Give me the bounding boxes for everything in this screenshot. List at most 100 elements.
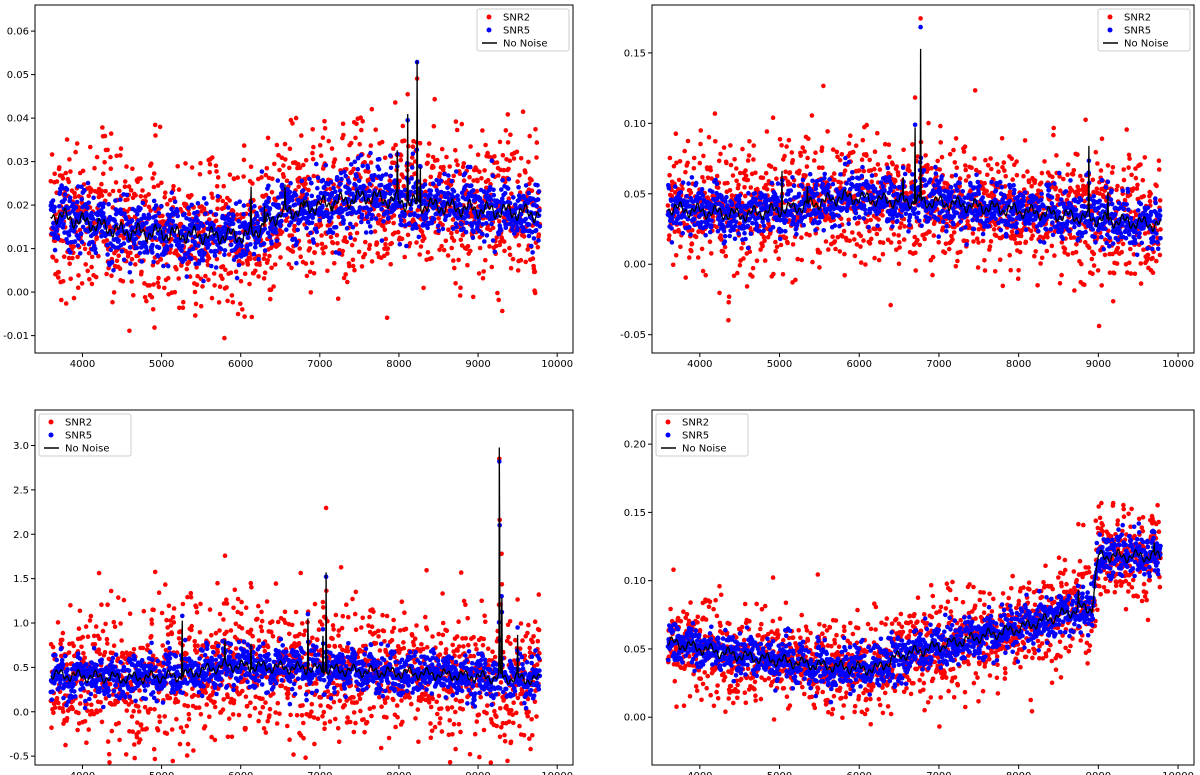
snr5-point [523,216,528,222]
snr2-point [913,268,918,273]
snr2-point [1022,138,1028,143]
snr2-point [146,204,152,210]
snr5-point [245,248,250,253]
snr2-point [322,126,328,131]
snr2-point [167,250,173,255]
snr5-point [369,216,374,221]
snr2-point [410,144,416,149]
snr2-point [703,272,708,278]
snr2-point [307,246,313,251]
snr2-point [1090,271,1095,277]
snr2-point [269,190,275,195]
snr5-point [169,206,174,212]
snr2-point [108,131,114,136]
snr5-point [415,213,421,219]
snr2-point [1028,228,1034,234]
snr5-point [425,225,430,231]
snr2-point [384,315,390,321]
snr5-point [337,188,343,193]
snr2-point [269,265,274,271]
snr5-point [409,165,415,170]
snr2-point [431,124,437,129]
snr2-point [1030,233,1035,238]
snr2-point [431,165,436,170]
snr2-point [104,238,110,243]
snr5-point [409,176,414,181]
snr2-point [340,121,346,127]
snr5-point [334,175,340,180]
snr5-point [253,245,258,250]
snr2-point [307,239,312,244]
snr2-point [780,272,786,277]
snr2-point [459,121,465,127]
snr5-point [209,263,214,269]
snr5-point [669,240,675,245]
snr2-point [1095,268,1101,273]
snr5-point [746,190,751,196]
snr2-point [529,188,535,193]
snr2-point [325,268,330,274]
snr5-point [438,178,444,183]
snr5-point [197,252,203,257]
snr2-point [133,262,138,267]
snr2-point [278,255,283,260]
snr2-point [716,158,722,164]
snr2-point [723,253,729,259]
snr2-point [155,260,160,265]
snr2-point [873,226,878,232]
snr5-point [315,175,321,181]
snr2-point [1014,172,1020,178]
snr5-point [93,250,99,256]
snr5-point [446,173,451,178]
snr5-point [132,241,137,247]
snr5-point [267,234,273,239]
snr2-point [229,293,235,298]
snr2-point [321,250,326,256]
snr5-point [765,217,771,223]
legend-no-noise-label: No Noise [503,39,548,50]
snr2-point [100,125,105,130]
snr2-point [877,167,883,172]
snr2-point [890,161,895,167]
snr5-point [347,180,352,185]
snr5-point [462,171,468,176]
snr2-point [851,149,856,155]
snr5-point [309,220,315,226]
snr2-point [691,166,697,171]
snr2-point [527,133,532,139]
snr5-point [430,181,436,186]
snr2-point [891,232,897,237]
snr2-point [451,173,457,179]
snr2-point [730,173,736,178]
snr2-point [1014,241,1019,246]
snr5-point [215,194,221,199]
snr2-point [1156,167,1162,172]
snr2-point [138,176,143,181]
snr2-point [864,122,869,128]
snr5-point [118,207,123,212]
snr5-point [245,235,251,240]
snr2-point [1010,177,1015,182]
snr2-point [1114,261,1120,266]
snr2-point [156,284,162,290]
snr5-point [325,191,330,197]
snr5-point [440,226,446,232]
snr2-point [276,152,281,158]
snr2-point [700,268,706,274]
snr2-point [1026,179,1032,185]
snr2-point [888,240,894,245]
snr2-point [1039,170,1045,176]
snr2-point [292,223,297,229]
snr5-point [368,207,374,212]
snr2-point [211,271,217,276]
snr5-point [424,215,429,221]
snr5-point [347,187,352,193]
snr2-point [242,314,247,319]
snr5-point [381,219,386,224]
snr5-point [383,172,389,177]
snr2-point [468,144,473,149]
snr2-point [719,237,724,242]
snr2-point [839,152,845,157]
snr2-point [762,258,768,263]
snr2-point [1098,168,1104,173]
